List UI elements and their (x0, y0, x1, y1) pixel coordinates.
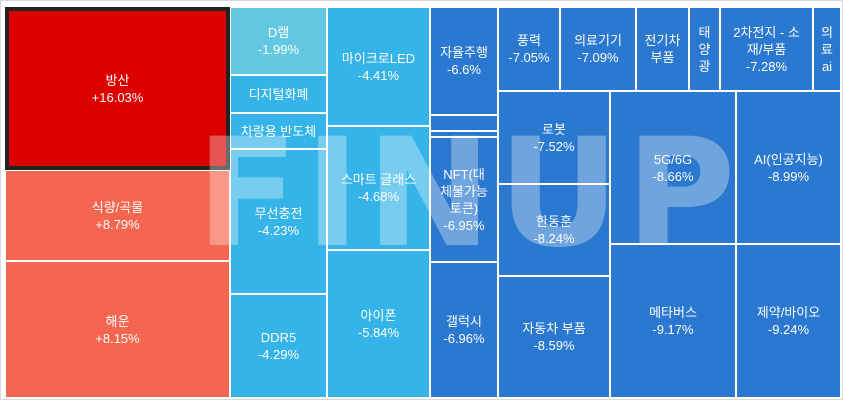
treemap-tile[interactable]: 태 양 광 (689, 7, 720, 91)
treemap-tile[interactable]: 아이폰 -5.84% (327, 250, 430, 398)
treemap-tile[interactable]: 해운 +8.15% (5, 261, 230, 398)
tile-change-value: -9.24% (767, 322, 810, 337)
treemap-tile[interactable]: D램 -1.99% (230, 7, 327, 75)
treemap-tile[interactable]: 마이크로LED -4.41% (327, 7, 430, 126)
tile-label: 자율주행 (440, 45, 488, 60)
tile-change-value: +16.03% (91, 89, 144, 105)
treemap-tile[interactable]: 방산 +16.03% (5, 7, 230, 170)
treemap-tile[interactable]: 5G/6G -8.66% (610, 91, 736, 244)
treemap-tile[interactable]: 제약/바이오 -9.24% (736, 244, 841, 398)
treemap-tile[interactable]: 전기차 부품 (636, 7, 689, 91)
tile-change-value: -4.29% (257, 347, 300, 362)
tile-label: 식량/곡물 (91, 199, 144, 215)
tile-label: 로봇 (542, 121, 566, 137)
tile-change-value: -8.99% (767, 168, 810, 184)
treemap-tile[interactable]: AI(인공지능) -8.99% (736, 91, 841, 244)
tile-label: 풍력 (517, 33, 541, 48)
tile-label: 마이크로LED (341, 50, 416, 66)
tile-change-value: -7.09% (577, 50, 619, 65)
tile-label: 제약/바이오 (756, 305, 821, 320)
treemap-tile[interactable]: 2차전지 - 소 재/부품 -7.28% (720, 7, 813, 91)
treemap-tile[interactable]: 자동차 부품 -8.59% (498, 276, 610, 398)
tile-change-value: -8.59% (533, 338, 575, 353)
tile-label: D램 (267, 25, 290, 40)
treemap-tile[interactable]: 식량/곡물 +8.79% (5, 170, 230, 261)
tile-change-value: -4.23% (257, 222, 300, 238)
tile-change-value: -6.96% (443, 331, 485, 346)
tile-label: AI(인공지능) (754, 151, 823, 167)
tile-change-value: +8.79% (95, 216, 140, 232)
treemap-tile[interactable]: 차량용 반도체 (230, 113, 327, 149)
tile-change-value: -8.66% (652, 168, 694, 184)
tile-label: DDR5 (260, 330, 297, 345)
tile-label: 의료기기 (574, 33, 622, 48)
tile-change-value: -7.52% (533, 138, 575, 154)
tile-change-value: -8.24% (533, 231, 575, 246)
tile-label: 무선충전 (254, 205, 303, 221)
treemap-tile[interactable] (430, 115, 498, 131)
tile-change-value: +8.15% (95, 330, 140, 346)
tile-label: 자동차 부품 (522, 321, 586, 336)
tile-change-value: -9.17% (652, 322, 694, 337)
treemap-tile[interactable]: 의료기기 -7.09% (560, 7, 636, 91)
treemap-tile[interactable]: 무선충전 -4.23% (230, 149, 327, 294)
tile-label: 해운 (105, 313, 130, 329)
tile-label: NFT(대 체불가능 토큰) (440, 166, 488, 216)
tile-label: 차량용 반도체 (240, 123, 317, 139)
tile-label: 2차전지 - 소 재/부품 (733, 24, 800, 57)
tile-label: 갤럭시 (446, 314, 482, 329)
tile-label: 의 료 ai (821, 24, 833, 74)
tile-label: 디지털화폐 (248, 86, 309, 102)
treemap-tile[interactable]: 자율주행 -6.6% (430, 7, 498, 115)
tile-change-value: -7.28% (745, 58, 788, 74)
tile-change-value: -1.99% (257, 42, 300, 57)
treemap-tile[interactable]: 풍력 -7.05% (498, 7, 560, 91)
tile-label: 한동훈 (536, 214, 572, 229)
tile-change-value: -7.05% (508, 50, 550, 65)
treemap-tile[interactable]: 갤럭시 -6.96% (430, 262, 498, 398)
treemap-tile[interactable]: 메타버스 -9.17% (610, 244, 736, 398)
tile-change-value: -5.84% (357, 325, 400, 340)
treemap-tile[interactable]: 한동훈 -8.24% (498, 184, 610, 276)
tile-label: 전기차 부품 (644, 33, 681, 65)
tile-change-value: -4.41% (357, 67, 400, 83)
tile-change-value: -4.68% (357, 189, 400, 204)
tile-label: 스마트 글래스 (340, 172, 417, 187)
treemap-tile[interactable]: 디지털화폐 (230, 75, 327, 113)
tile-label: 아이폰 (360, 308, 397, 323)
tile-label: 태 양 광 (698, 24, 711, 74)
tile-label: 방산 (105, 72, 130, 88)
tile-label: 메타버스 (649, 305, 697, 320)
treemap-tile[interactable]: 의 료 ai (813, 7, 841, 91)
tile-label: 5G/6G (653, 151, 693, 167)
treemap-tile[interactable]: 스마트 글래스 -4.68% (327, 126, 430, 250)
treemap-tile[interactable]: 로봇 -7.52% (498, 91, 610, 184)
treemap-tile[interactable] (430, 131, 498, 137)
tile-change-value: -6.95% (443, 217, 485, 233)
treemap-tile[interactable]: NFT(대 체불가능 토큰) -6.95% (430, 137, 498, 262)
tile-change-value: -6.6% (447, 62, 481, 77)
treemap-tile[interactable]: DDR5 -4.29% (230, 294, 327, 398)
